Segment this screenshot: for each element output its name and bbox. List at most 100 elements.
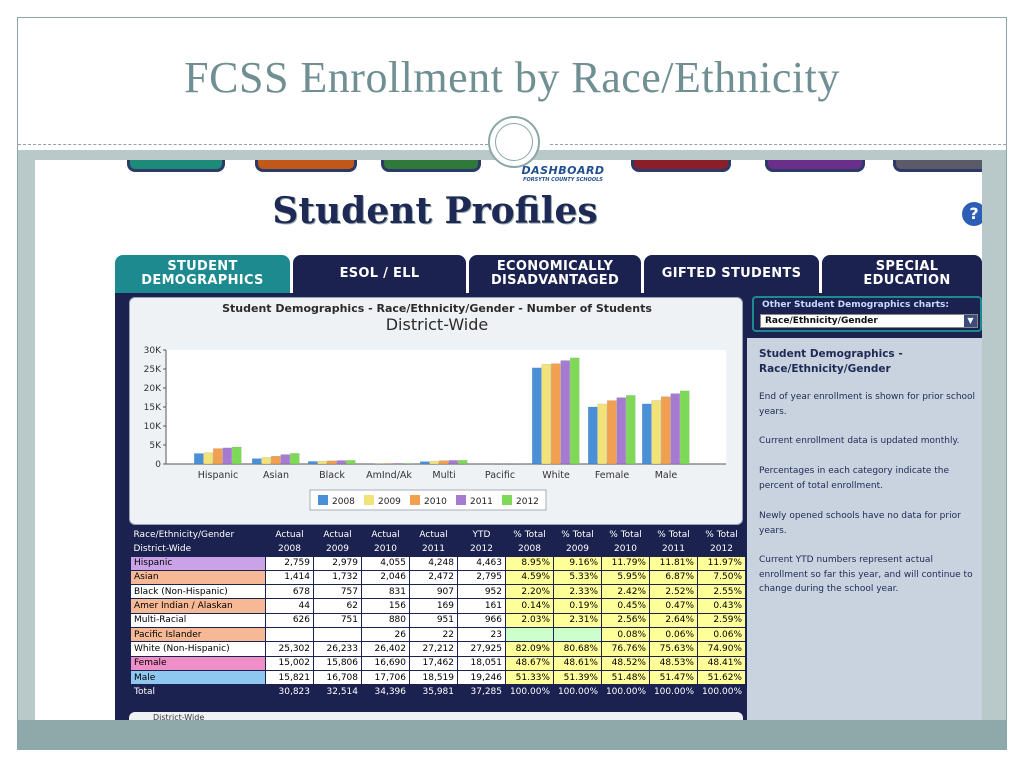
- y-tick-label: 25K: [144, 365, 162, 375]
- total-cell-value: 32,514: [313, 684, 362, 700]
- info-paragraph: Current enrollment data is updated month…: [759, 436, 960, 446]
- bar: [588, 406, 598, 465]
- table-cell-label: Multi-Racial: [130, 612, 266, 628]
- table-cell-value: 2,795: [457, 569, 506, 586]
- table-cell-value: 4.59%: [505, 569, 554, 586]
- table-cell-value: 27,212: [409, 641, 458, 657]
- table-cell-value: 22: [409, 626, 458, 643]
- title-divider-left: [18, 144, 488, 145]
- table-header-row: Race/Ethnicity/Gender Actual Actual Actual A…: [130, 528, 746, 542]
- bar: [429, 460, 439, 465]
- table-cell-value: 11.79%: [601, 555, 650, 571]
- bar: [384, 463, 394, 465]
- table-row: Asian 1,414 1,732 2,046 2,472 2,795 4.59% 5.33%…: [130, 569, 746, 586]
- table-cell-value: 2.31%: [553, 612, 602, 628]
- table-cell-value: 16,708: [313, 669, 362, 686]
- legend-swatch: [456, 495, 466, 505]
- tab-economically-disadvantaged[interactable]: ECONOMICALLY DISADVANTAGED: [469, 255, 641, 293]
- bar: [393, 463, 403, 465]
- table-total-row: Total 30,823 32,514 34,396 35,981 37,285 100.0…: [130, 684, 746, 700]
- table-cell-value: 626: [265, 612, 314, 628]
- header-cell-value: % Total: [601, 528, 650, 542]
- enrollment-table: Race/Ethnicity/Gender Actual Actual Actual A…: [130, 528, 746, 700]
- help-icon[interactable]: ?: [962, 202, 982, 226]
- table-cell-value: 26: [361, 626, 410, 643]
- table-row: Black (Non-Hispanic) 678 757 831 907 952 2.20%…: [130, 584, 746, 600]
- chevron-down-icon[interactable]: ▼: [964, 315, 977, 327]
- table-cell-value: [505, 626, 554, 643]
- y-tick-label: 0: [155, 460, 161, 470]
- total-cell-label: Total: [130, 684, 266, 700]
- table-cell-value: 76.76%: [601, 641, 650, 657]
- chart-type-select[interactable]: Race/Ethnicity/Gender ▼: [760, 314, 978, 328]
- table-cell-value: 0.19%: [553, 598, 602, 614]
- table-cell-value: 0.45%: [601, 598, 650, 614]
- total-cell-value: 100.00%: [697, 684, 746, 700]
- table-cell-value: 5.95%: [601, 569, 650, 586]
- table-cell-value: 51.62%: [697, 669, 746, 686]
- table-cell-value: 18,051: [457, 655, 506, 671]
- table-cell-value: 880: [361, 612, 410, 628]
- table-cell-value: 2.59%: [697, 612, 746, 628]
- legend-label: 2009: [378, 497, 401, 507]
- chart-title: Student Demographics - Race/Ethnicity/Ge…: [222, 302, 652, 315]
- other-charts-box: Other Student Demographics charts: Race/…: [752, 296, 982, 332]
- table-cell-value: 25,302: [265, 641, 314, 657]
- other-charts-label: Other Student Demographics charts:: [762, 300, 949, 310]
- table-cell-value: 51.48%: [601, 669, 650, 686]
- table-cell-value: 51.47%: [649, 669, 698, 686]
- x-tick-label: Black: [319, 470, 345, 481]
- total-cell-value: 35,981: [409, 684, 458, 700]
- table-cell-value: 75.63%: [649, 641, 698, 657]
- legend-label: 2008: [332, 497, 355, 507]
- bar: [626, 395, 636, 465]
- table-cell-value: 1,732: [313, 569, 362, 586]
- table-cell-value: 9.16%: [553, 555, 602, 571]
- table-cell-value: 80.68%: [553, 641, 602, 657]
- header-cell-value: 2008: [265, 542, 314, 556]
- slide-title: FCSS Enrollment by Race/Ethnicity: [184, 53, 840, 102]
- table-cell-value: 48.53%: [649, 655, 698, 671]
- table-cell-value: 2.52%: [649, 584, 698, 600]
- title-divider-right: [550, 144, 1006, 145]
- table-cell-value: 2,979: [313, 555, 362, 571]
- total-cell-value: 100.00%: [649, 684, 698, 700]
- bar: [607, 400, 617, 465]
- table-cell-value: 678: [265, 584, 314, 600]
- table-cell-value: 8.95%: [505, 555, 554, 571]
- total-cell-value: 37,285: [457, 684, 506, 700]
- table-row: Male 15,821 16,708 17,706 18,519 19,246 51.33%…: [130, 669, 746, 686]
- dashboard-logo-word: DASHBOARD: [521, 164, 605, 177]
- table-cell-value: 757: [313, 584, 362, 600]
- legend-label: 2012: [516, 497, 539, 507]
- tab-esol-ell[interactable]: ESOL / ELL: [293, 255, 466, 293]
- table-cell-label: Female: [130, 655, 266, 671]
- table-cell-value: 48.41%: [697, 655, 746, 671]
- table-cell-value: 74.90%: [697, 641, 746, 657]
- dashboard-logo[interactable]: DASHBOARD FORSYTH COUNTY SCHOOLS: [513, 164, 613, 183]
- y-tick-label: 20K: [144, 384, 162, 394]
- table-cell-value: 751: [313, 612, 362, 628]
- tab-special-education[interactable]: SPECIAL EDUCATION: [822, 255, 982, 293]
- total-cell-value: 100.00%: [601, 684, 650, 700]
- table-cell-value: 7.50%: [697, 569, 746, 586]
- tab-student-demographics[interactable]: STUDENT DEMOGRAPHICS: [115, 255, 290, 293]
- table-cell-value: 951: [409, 612, 458, 628]
- title-ornament: [488, 116, 540, 168]
- table-cell-value: 26,402: [361, 641, 410, 657]
- table-cell-value: 15,806: [313, 655, 362, 671]
- y-tick-label: 30K: [144, 346, 162, 356]
- legend-label: 2010: [424, 497, 447, 507]
- header-cell-value: % Total: [505, 528, 554, 542]
- bar: [403, 463, 413, 465]
- table-cell-value: 156: [361, 598, 410, 614]
- table-cell-value: 0.43%: [697, 598, 746, 614]
- tab-gifted-students[interactable]: GIFTED STUDENTS: [644, 255, 819, 293]
- table-cell-value: 44: [265, 598, 314, 614]
- table-cell-value: 2.56%: [601, 612, 650, 628]
- bar: [642, 403, 652, 465]
- table-cell-value: 23: [457, 626, 506, 643]
- x-tick-label: Multi: [432, 470, 455, 481]
- header-cell-value: 2012: [697, 542, 746, 556]
- table-cell-value: 48.52%: [601, 655, 650, 671]
